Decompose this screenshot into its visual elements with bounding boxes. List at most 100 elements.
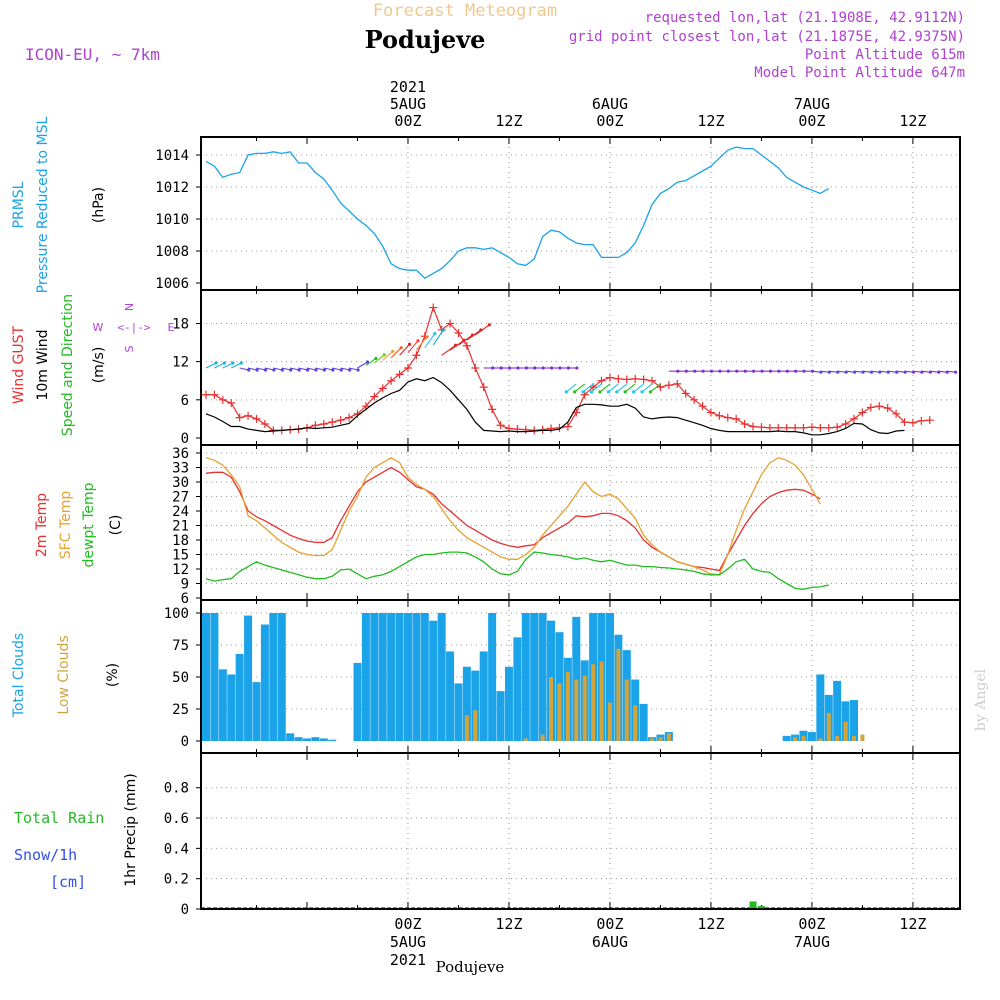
wind-gust-label: Wind GUST xyxy=(11,325,27,404)
wind-arrow-head xyxy=(615,390,619,394)
requested-lonlat: requested lon,lat (21.1908E, 42.9112N) xyxy=(645,10,965,26)
panel-frame xyxy=(200,444,961,601)
gust-marker xyxy=(681,389,690,398)
gust-marker xyxy=(471,364,480,372)
wind-arrow-head xyxy=(433,332,437,336)
wind-arrow-head xyxy=(407,342,412,346)
time-label-bottom: 2021 xyxy=(390,951,426,969)
y-tick-label: 50 xyxy=(172,670,189,686)
y-tick-label: 18 xyxy=(172,533,189,549)
low-cloud-bar xyxy=(650,738,655,741)
low-cloud-bar xyxy=(616,648,621,741)
gust-marker xyxy=(925,416,934,425)
gust-marker xyxy=(235,413,244,422)
gust-marker xyxy=(202,390,210,399)
gust-marker xyxy=(858,408,867,417)
time-label-bottom: 12Z xyxy=(697,915,724,933)
gust-marker xyxy=(412,351,421,360)
gust-marker xyxy=(387,376,396,385)
gust-marker xyxy=(244,411,253,420)
gust-marker xyxy=(614,374,623,383)
wind-arrow-head xyxy=(564,390,568,394)
y-tick-label: 27 xyxy=(172,490,189,506)
gust-marker xyxy=(757,423,766,432)
total-cloud-bar xyxy=(286,733,295,741)
frames xyxy=(200,136,961,910)
wind-direction-arrow xyxy=(574,383,586,393)
percent-unit-label: (%) xyxy=(105,663,121,687)
gust-marker xyxy=(488,405,497,414)
snow-label: Snow/1h xyxy=(14,846,77,864)
wind-arrow-head xyxy=(424,335,428,339)
low-cloud-bar xyxy=(826,712,831,741)
y-tick-label: 0.2 xyxy=(164,872,189,888)
dewpt-temp-label: dewpt Temp xyxy=(81,482,97,567)
wind-direction-arrow xyxy=(466,329,482,341)
time-label-bottom: 12Z xyxy=(495,915,522,933)
gust-marker xyxy=(319,420,328,428)
wind-arrow-head xyxy=(331,368,335,372)
wind-direction-arrow xyxy=(424,333,436,348)
y-tick-label: 18 xyxy=(172,316,189,332)
total-cloud-bar xyxy=(218,669,227,741)
wind-arrow-head xyxy=(239,361,243,365)
rain-bar xyxy=(757,905,765,909)
wind-direction-arrow xyxy=(616,383,628,393)
time-label-top: 6AUG xyxy=(592,95,628,113)
total-cloud-bar xyxy=(850,700,859,741)
wind-direction-arrow xyxy=(382,350,394,361)
y-tick-label: 1008 xyxy=(155,244,189,260)
wind-direction-arrow xyxy=(474,324,490,336)
gust-marker xyxy=(892,409,901,418)
wind-direction-arrow xyxy=(599,383,611,393)
total-cloud-bar xyxy=(538,613,547,741)
pressure-panel: 1006 1008 1010 1012 1014 xyxy=(155,137,960,292)
wind-arrow-head xyxy=(314,368,318,372)
wind-direction-arrow xyxy=(633,383,644,393)
total-cloud-bar xyxy=(403,613,412,741)
wind-arrow-head xyxy=(575,366,579,370)
total-cloud-bar xyxy=(210,613,219,741)
total-cloud-bar xyxy=(479,651,488,741)
meteogram-title: Forecast Meteogram xyxy=(373,1,557,21)
c-unit-label: (C) xyxy=(108,515,124,536)
time-label-bottom: 12Z xyxy=(899,915,926,933)
low-cloud-bar xyxy=(557,683,562,741)
low-cloud-bar xyxy=(523,738,528,741)
wind-direction-arrow xyxy=(641,383,653,393)
gust-marker xyxy=(648,376,657,385)
model-name: ICON-EU, ~ 7km xyxy=(25,45,160,64)
gust-marker xyxy=(706,408,715,417)
time-label-bottom: 5AUG xyxy=(390,933,426,951)
precip-axis-label: 1hr Precip (mm) xyxy=(123,773,139,886)
gust-marker xyxy=(345,413,354,422)
y-tick-label: 12 xyxy=(172,562,189,578)
low-cloud-bar xyxy=(793,737,798,741)
low-cloud-bar xyxy=(574,679,579,741)
y-tick-label: 30 xyxy=(172,475,189,491)
low-cloud-bar xyxy=(607,702,612,741)
total-cloud-bar xyxy=(446,651,455,741)
total-cloud-bar xyxy=(513,637,522,741)
total-cloud-bar xyxy=(782,735,791,741)
pressure-msl-label: Pressure Reduced to MSL xyxy=(35,116,51,293)
gust-marker xyxy=(791,423,800,432)
gust-marker xyxy=(715,411,724,420)
gust-marker xyxy=(850,414,859,423)
time-label-top: 00Z xyxy=(596,112,623,130)
gust-marker xyxy=(816,423,825,432)
gust-marker xyxy=(900,418,909,427)
low-cloud-bar xyxy=(818,738,823,741)
wind-direction-arrow xyxy=(582,383,594,393)
gust-marker xyxy=(403,364,412,372)
wind-arrow-head xyxy=(573,390,577,394)
time-label-top: 12Z xyxy=(495,112,522,130)
low-cloud-bar xyxy=(666,733,671,741)
grid-point-lonlat: grid point closest lon,lat (21.1875E, 42… xyxy=(569,29,965,45)
y-tick-label: 1014 xyxy=(155,148,189,164)
wind-direction-arrow xyxy=(624,383,636,393)
wind-direction-arrow xyxy=(214,362,225,369)
total-cloud-bar xyxy=(260,624,269,741)
wind-arrow-head xyxy=(231,361,235,365)
